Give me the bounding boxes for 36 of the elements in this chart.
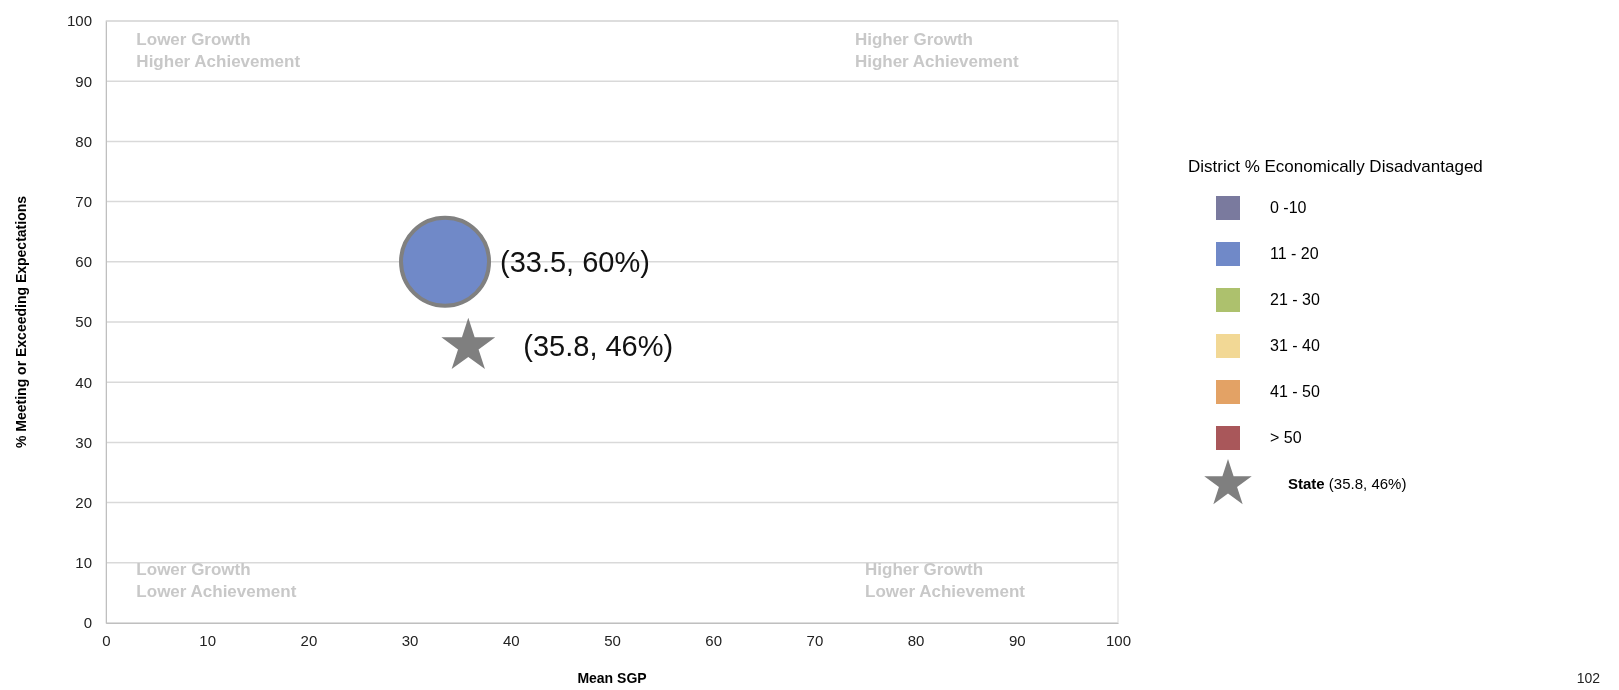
- legend-label: 41 - 50: [1270, 383, 1320, 400]
- text: (35.8, 46%): [1328, 475, 1407, 492]
- legend-title: District % Economically Disadvantaged: [1188, 157, 1483, 176]
- legend-label: 21 - 30: [1270, 291, 1320, 308]
- x-tick-label: 30: [401, 631, 419, 649]
- x-tick-label: 20: [300, 631, 318, 649]
- y-tick-label: 90: [75, 72, 92, 90]
- y-tick-label: 0: [83, 614, 92, 632]
- x-tick-label: 100: [1105, 631, 1132, 649]
- text: State: [1288, 475, 1325, 492]
- y-tick-label: 70: [75, 192, 92, 210]
- x-axis-title: Mean SGP: [577, 670, 647, 686]
- legend-label: > 50: [1270, 429, 1302, 446]
- x-tick-label: 0: [102, 631, 111, 649]
- y-tick-label: 50: [75, 313, 92, 331]
- x-tick-label: 10: [199, 631, 217, 649]
- y-tick-label: 80: [75, 132, 92, 150]
- y-axis-title: % Meeting or Exceeding Expectations: [13, 195, 29, 449]
- x-tick-label: 80: [907, 631, 925, 649]
- legend-label: 11 - 20: [1270, 245, 1319, 262]
- y-tick-label: 40: [75, 373, 92, 391]
- y-tick-label: 30: [75, 433, 92, 451]
- y-tick-label: 20: [75, 493, 92, 511]
- x-tick-label: 90: [1008, 631, 1026, 649]
- x-tick-label: 70: [806, 631, 824, 649]
- y-tick-label: 100: [66, 12, 92, 30]
- y-tick-label: 60: [75, 253, 92, 271]
- x-tick-label: 50: [604, 631, 621, 649]
- x-tick-label: 60: [705, 631, 723, 649]
- legend-label: 0 -10: [1270, 199, 1307, 216]
- data-label: (35.8, 46%): [523, 330, 674, 363]
- data-label: (33.5, 60%): [500, 245, 650, 278]
- legend-label: 31 - 40: [1270, 337, 1320, 354]
- x-tick-label: 40: [502, 631, 520, 649]
- text: 102: [1576, 670, 1601, 686]
- y-tick-label: 10: [75, 554, 92, 572]
